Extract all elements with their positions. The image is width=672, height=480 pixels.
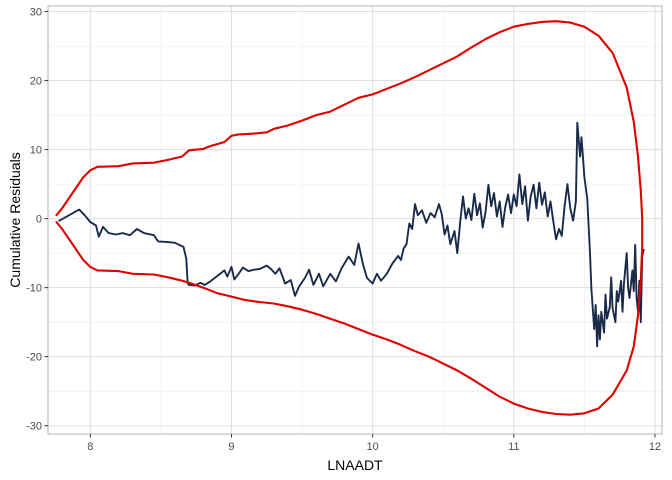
cumulative-residuals-line [58, 121, 645, 348]
panel-border [47, 5, 663, 435]
minor-gridlines [48, 6, 662, 434]
y-tick-label: 10 [30, 145, 42, 157]
series-layer [55, 20, 645, 416]
major-gridlines [48, 6, 662, 434]
confidence-limit-line [55, 20, 644, 416]
x-tick-label: 8 [87, 441, 93, 453]
x-axis-ticks: 8 9 10 11 12 [87, 434, 661, 453]
x-tick-label: 10 [367, 441, 379, 453]
x-tick-label: 9 [228, 441, 234, 453]
y-tick-label: -30 [26, 421, 42, 433]
x-tick-label: 11 [508, 441, 519, 453]
y-tick-label: 20 [30, 76, 42, 88]
y-tick-label: 0 [36, 214, 42, 226]
y-tick-label: -20 [26, 352, 42, 364]
y-tick-label: -10 [26, 283, 42, 295]
y-axis-title: Cumulative Residuals [7, 152, 23, 287]
x-axis-title: LNAADT [327, 457, 383, 473]
y-tick-label: 30 [30, 7, 42, 19]
x-tick-label: 12 [649, 441, 661, 453]
y-axis-ticks: -30 -20 -10 0 10 20 30 [26, 7, 48, 433]
